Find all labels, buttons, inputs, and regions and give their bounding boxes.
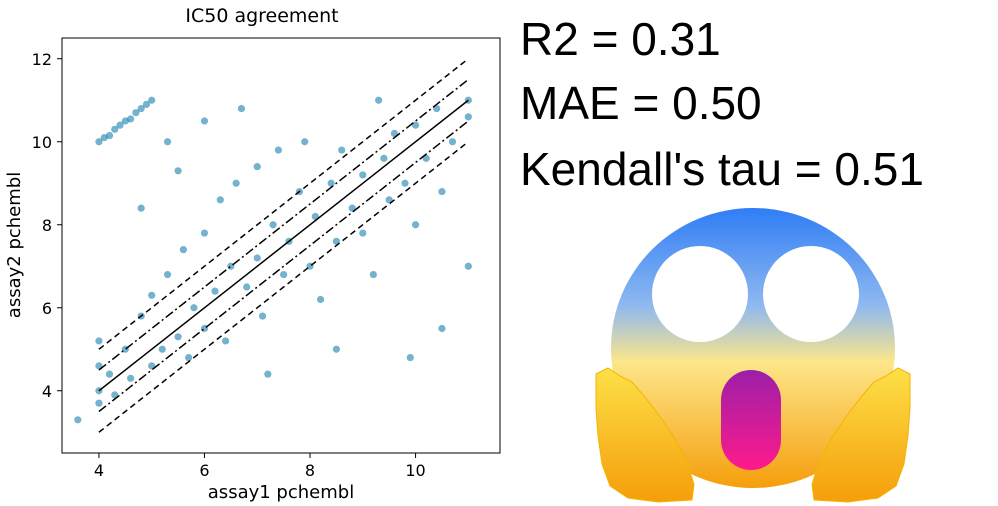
scatter-point	[163, 138, 172, 146]
scatter-point	[327, 179, 335, 187]
right-eye	[763, 246, 859, 342]
identity-line	[98, 99, 469, 392]
scatter-point	[137, 104, 145, 113]
band-line	[98, 141, 469, 433]
scatter-point	[438, 324, 446, 333]
scatter-point	[253, 254, 261, 262]
scatter-point	[438, 187, 446, 196]
scatter-point	[274, 146, 282, 154]
scatter-point	[359, 229, 367, 237]
scatter-point	[316, 295, 325, 304]
band-line	[98, 120, 469, 413]
mae-stat: MAE = 0.50	[520, 77, 762, 129]
x-tick-label: 8	[305, 461, 315, 480]
scatter-point	[127, 374, 135, 382]
scatter-point	[401, 179, 409, 187]
scatter-point	[190, 304, 198, 312]
scatter-point	[132, 109, 140, 117]
scatter-point	[243, 283, 251, 291]
scatter-point	[200, 117, 209, 125]
y-tick-label: 6	[42, 299, 52, 318]
scatter-point	[211, 287, 219, 295]
y-axis-label: assay2 pchembl	[4, 172, 25, 318]
scatter-point	[95, 399, 103, 407]
scatter-point	[369, 270, 377, 279]
scatter-point	[280, 270, 288, 279]
left-eye	[652, 246, 748, 342]
scatter-point	[359, 171, 367, 179]
r2-stat: R2 = 0.31	[520, 13, 721, 65]
scatter-point	[158, 345, 166, 353]
scatter-chart: IC50 agreement 4 6 8 10 4 6 8 10 12 assay1 pchem…	[4, 5, 501, 503]
scatter-point	[137, 204, 145, 212]
scatter-point	[232, 179, 240, 187]
scatter-point	[269, 221, 277, 229]
y-tick-label: 10	[32, 133, 52, 152]
scatter-point	[380, 154, 388, 162]
scatter-point	[105, 131, 114, 140]
left-hand	[595, 367, 695, 503]
y-tick-label: 8	[42, 216, 52, 235]
mouth	[721, 370, 781, 470]
scatter-point	[116, 121, 124, 129]
scatter-point	[74, 416, 82, 424]
scatter-point	[127, 115, 135, 123]
x-tick-label: 10	[405, 461, 425, 480]
scatter-point	[221, 337, 230, 345]
scatter-point	[253, 163, 261, 171]
scatter-point	[148, 291, 156, 299]
band-line	[98, 78, 469, 371]
scatter-point	[105, 370, 114, 378]
scatter-point	[200, 229, 209, 237]
chart-title: IC50 agreement	[185, 5, 338, 27]
scatter-point	[163, 270, 172, 279]
scatter-point	[448, 138, 457, 146]
scatter-point	[258, 312, 267, 320]
scatter-point	[375, 96, 383, 104]
scatter-point	[332, 345, 341, 353]
scatter-point	[338, 146, 346, 154]
scatter-point	[111, 125, 119, 133]
kendall-tau-stat: Kendall's tau = 0.51	[520, 143, 924, 195]
scatter-point	[142, 100, 151, 108]
scatter-point	[237, 104, 246, 113]
scatter-point	[174, 167, 182, 175]
scatter-point	[464, 262, 472, 270]
scatter-point	[185, 353, 193, 362]
x-tick-label: 6	[199, 461, 209, 480]
scatter-point	[264, 370, 272, 378]
plot-frame	[61, 37, 501, 454]
x-tick-label: 4	[94, 461, 104, 480]
scatter-point	[95, 138, 103, 146]
scatter-point	[148, 96, 156, 104]
scatter-point	[216, 196, 224, 204]
scatter-point	[95, 337, 103, 345]
scatter-point	[174, 333, 182, 341]
scatter-point	[301, 138, 309, 146]
y-tick-label: 12	[32, 50, 52, 69]
face-screaming-in-fear-icon	[595, 208, 911, 503]
y-tick-label: 4	[42, 382, 52, 401]
x-axis-label: assay1 pchembl	[208, 482, 354, 503]
band-line	[98, 58, 469, 350]
scatter-point	[179, 246, 187, 254]
scatter-point	[464, 113, 472, 121]
scatter-point	[411, 221, 420, 229]
scatter-point	[406, 353, 414, 362]
right-hand	[811, 367, 911, 503]
